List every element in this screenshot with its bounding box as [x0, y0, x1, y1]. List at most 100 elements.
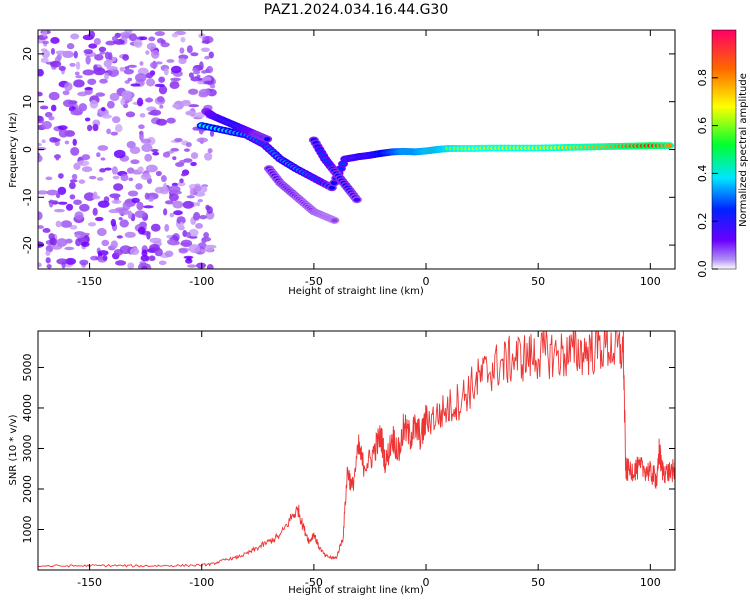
noise-blob	[81, 154, 91, 161]
x-tick-label: 50	[531, 576, 545, 589]
noise-blob	[160, 42, 170, 48]
noise-blob	[96, 228, 107, 237]
noise-blob	[92, 191, 98, 199]
noise-blob	[137, 226, 146, 235]
noise-blob	[172, 103, 180, 109]
noise-blob	[180, 173, 187, 177]
noise-blob	[173, 210, 183, 216]
noise-blob	[158, 260, 167, 266]
noise-blob	[69, 179, 78, 183]
noise-blob	[128, 33, 138, 42]
noise-blob	[42, 40, 49, 45]
noise-blob	[74, 231, 86, 239]
noise-blob	[190, 152, 199, 159]
noise-blob	[141, 266, 148, 269]
noise-blob	[188, 88, 199, 95]
noise-blob	[65, 203, 74, 211]
noise-blob	[106, 128, 112, 135]
noise-blob	[113, 183, 124, 191]
noise-blob	[156, 96, 165, 103]
noise-blob	[207, 148, 213, 154]
noise-blob	[144, 97, 154, 103]
noise-blob	[96, 152, 101, 158]
noise-blob	[111, 35, 118, 42]
noise-blob	[178, 248, 188, 254]
noise-blob	[174, 137, 183, 142]
noise-blob	[77, 160, 90, 167]
noise-blob	[38, 154, 43, 163]
noise-blob	[97, 250, 109, 256]
noise-blob	[38, 142, 42, 147]
feature-point	[330, 180, 338, 185]
noise-blob	[57, 186, 67, 196]
noise-blob	[72, 138, 77, 146]
noise-blob	[112, 175, 120, 180]
noise-blob	[99, 78, 108, 84]
noise-blob	[152, 151, 160, 156]
noise-blob	[105, 40, 116, 46]
noise-blob	[179, 221, 184, 230]
noise-blob	[145, 50, 150, 55]
noise-blob	[78, 103, 88, 112]
noise-blob	[38, 211, 43, 221]
feature-point	[328, 185, 336, 190]
noise-blob	[131, 197, 140, 204]
noise-blob	[64, 246, 75, 251]
noise-blob	[109, 92, 120, 102]
noise-blob	[125, 111, 136, 118]
y-tick-label: -10	[21, 188, 34, 206]
noise-blob	[149, 61, 158, 69]
noise-blob	[139, 113, 146, 118]
noise-blob	[127, 64, 137, 68]
noise-blob	[73, 50, 78, 59]
noise-blob	[41, 30, 48, 37]
feature-point	[339, 161, 347, 166]
noise-blob	[113, 149, 126, 159]
noise-blob	[129, 146, 141, 155]
noise-blob	[159, 104, 164, 109]
noise-blob	[127, 210, 133, 219]
noise-blob	[116, 235, 123, 239]
noise-blob	[206, 65, 214, 74]
noise-blob	[140, 254, 150, 262]
noise-blob	[200, 47, 210, 52]
noise-blob	[40, 57, 49, 63]
noise-blob	[137, 166, 144, 173]
noise-blob	[55, 220, 62, 228]
noise-blob	[178, 57, 187, 65]
y-tick-label: 5000	[21, 353, 34, 381]
noise-blob	[115, 260, 127, 266]
spectrogram-x-label: Height of straight line (km)	[288, 286, 424, 297]
noise-blob	[139, 36, 148, 41]
noise-blob	[163, 182, 168, 192]
noise-blob	[68, 181, 76, 190]
noise-blob	[84, 117, 91, 122]
noise-blob	[136, 97, 144, 107]
snr-plot-area	[38, 331, 675, 570]
noise-blob	[171, 182, 179, 187]
noise-blob	[209, 84, 216, 89]
y-tick-label: 20	[21, 47, 34, 61]
noise-blob	[95, 216, 104, 222]
noise-blob	[203, 80, 214, 85]
noise-blob	[50, 37, 60, 44]
noise-blob	[195, 223, 204, 229]
noise-blob	[48, 91, 60, 101]
snr-panel: -150 -100 -50 0 50 100 1000 2000 3000 4000 5000 H…	[8, 330, 676, 596]
noise-blob	[170, 147, 179, 152]
noise-blob	[201, 237, 207, 244]
noise-blob	[162, 151, 171, 158]
noise-blob	[190, 161, 197, 167]
noise-blob	[166, 239, 176, 245]
noise-blob	[150, 148, 159, 153]
noise-blob	[134, 210, 146, 218]
noise-blob	[168, 185, 181, 193]
noise-blob	[139, 61, 144, 66]
colorbar-tick-label: 0.8	[696, 69, 709, 87]
noise-blob	[57, 125, 68, 130]
noise-blob	[96, 177, 104, 181]
feature-point	[665, 143, 673, 148]
noise-blob	[38, 115, 45, 124]
noise-blob	[95, 92, 106, 97]
